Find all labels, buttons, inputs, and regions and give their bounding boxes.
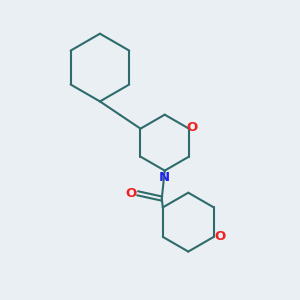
Text: O: O (214, 230, 226, 243)
Text: N: N (159, 171, 170, 184)
Text: O: O (125, 187, 137, 200)
Text: O: O (187, 121, 198, 134)
